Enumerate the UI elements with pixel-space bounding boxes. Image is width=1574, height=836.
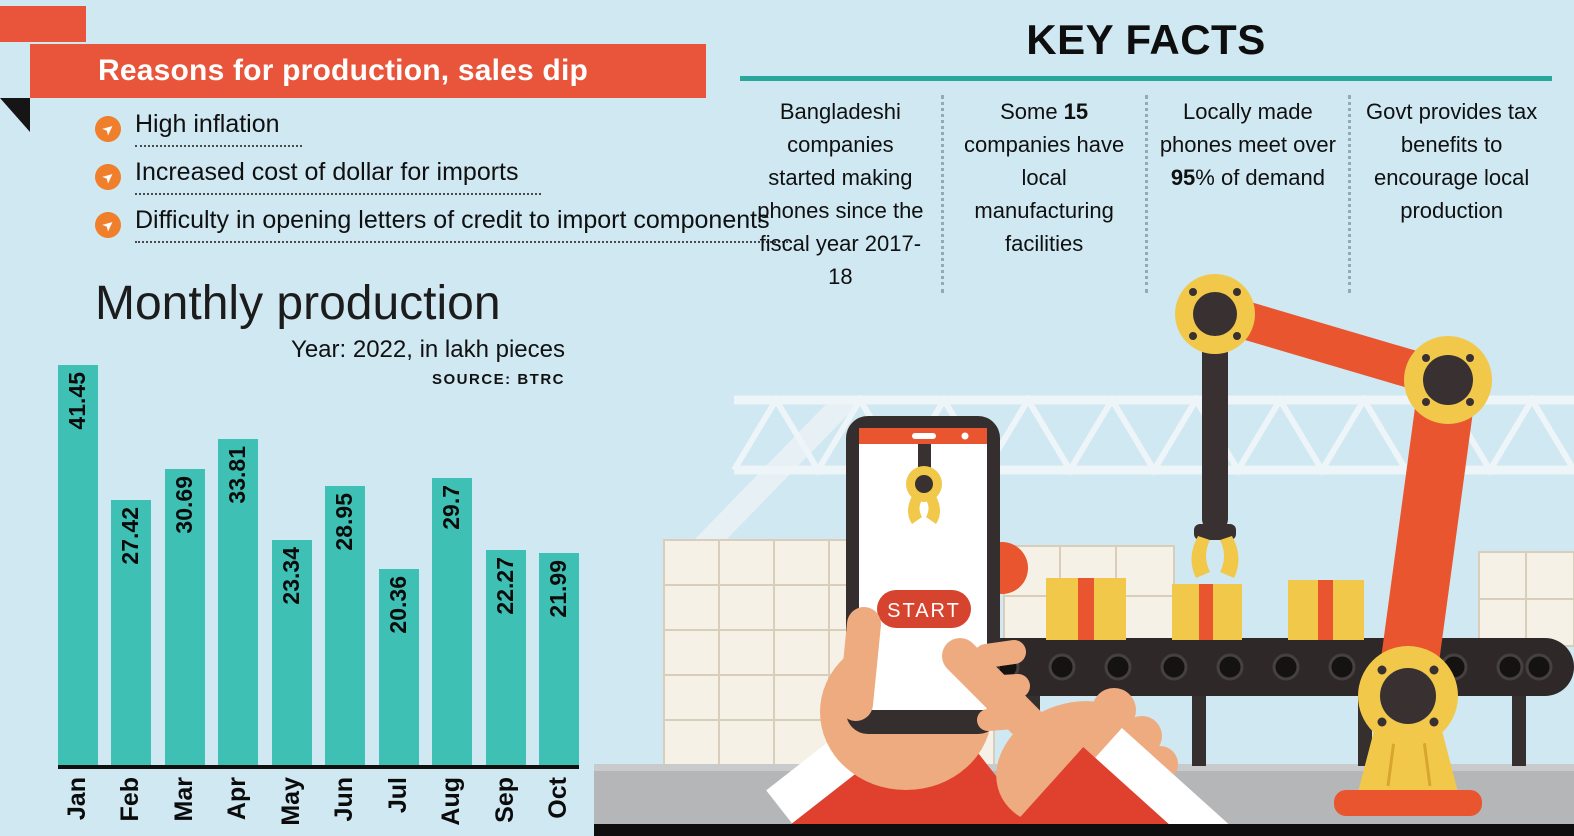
bar-col-sep: 22.27 Sep	[485, 363, 526, 823]
bar-label: Apr	[223, 777, 252, 821]
bar-apr: 33.81	[218, 439, 259, 765]
bottom-bar	[594, 824, 1574, 836]
bar-col-mar: 30.69 Mar	[164, 363, 205, 821]
start-button-label: START	[887, 600, 961, 622]
bar-jan: 41.45	[58, 365, 98, 765]
bar-aug: 29.7	[432, 478, 473, 765]
conveyor-boxes	[1046, 578, 1364, 640]
bar-value: 23.34	[277, 547, 304, 605]
bar-value: 22.27	[491, 557, 518, 615]
bar-oct: 21.99	[538, 553, 579, 765]
bar-label: Jun	[330, 777, 359, 822]
key-fact-item: Some 15 companies have local manufacturi…	[940, 95, 1145, 293]
bar-label: Mar	[169, 777, 198, 822]
list-item: ➤ Increased cost of dollar for imports	[89, 158, 792, 195]
bar-value: 41.45	[64, 372, 90, 430]
bar-label: Feb	[116, 777, 145, 822]
arrow-icon: ➤	[89, 158, 127, 195]
reasons-banner-title: Reasons for production, sales dip	[98, 54, 589, 87]
bar-label: Oct	[543, 777, 572, 819]
bar-value: 27.42	[117, 507, 144, 565]
bar-sep: 22.27	[485, 550, 526, 765]
fact-text: Some	[1000, 99, 1064, 124]
fact-bold: 95	[1170, 165, 1196, 190]
key-facts-section: KEY FACTS Bangladeshi companies started …	[740, 16, 1552, 293]
bar-label: Sep	[490, 777, 519, 823]
bar-col-jun: 28.95 Jun	[325, 363, 366, 821]
reasons-list: ➤ High inflation ➤ Increased cost of dol…	[89, 110, 792, 254]
hand-right	[942, 638, 1232, 836]
bar-jul: 20.36	[378, 569, 419, 765]
banner-fold-triangle	[0, 98, 30, 132]
key-fact-item: Locally made phones meet over 95% of dem…	[1144, 95, 1349, 293]
robot-arm-claw	[1191, 312, 1239, 578]
key-facts-divider	[740, 76, 1552, 81]
bar-value: 33.81	[224, 446, 251, 504]
bar-col-aug: 29.7 Aug	[432, 363, 473, 826]
key-facts-row: Bangladeshi companies started making pho…	[740, 95, 1552, 293]
box-stack-right	[1478, 551, 1574, 647]
chart-source: SOURCE: BTRC	[432, 371, 565, 388]
bar-col-jan: 41.45 Jan	[58, 363, 98, 820]
bar-label: Jul	[383, 777, 412, 814]
bar-may: 23.34	[271, 540, 312, 765]
fact-text: % of demand	[1195, 165, 1325, 190]
bar-col-jul: 20.36 Jul	[378, 363, 419, 813]
monthly-production-bar-chart: 41.45 Jan 27.42 Feb 30.69 Mar 33.81 Apr 23.34 May…	[58, 363, 579, 826]
fact-text: Locally made phones meet over	[1159, 99, 1336, 157]
bar-mar: 30.69	[164, 469, 205, 765]
bar-feb: 27.42	[111, 500, 152, 765]
arrow-icon: ➤	[89, 206, 127, 243]
factory-illustration: START	[594, 274, 1574, 836]
reason-label: High inflation	[135, 110, 302, 147]
fact-text: companies have local manufacturing facil…	[964, 132, 1125, 256]
reason-label: Increased cost of dollar for imports	[135, 158, 541, 195]
banner-corner-tab	[0, 6, 86, 42]
reasons-banner: Reasons for production, sales dip	[30, 44, 706, 98]
reason-label: Difficulty in opening letters of credit …	[135, 206, 792, 243]
bar-value: 20.36	[384, 576, 411, 634]
bar-jun: 28.95	[325, 486, 366, 765]
fact-text: Govt provides tax benefits to encourage …	[1366, 99, 1538, 223]
key-facts-title: KEY FACTS	[1026, 16, 1266, 63]
arrow-icon: ➤	[89, 110, 127, 147]
bar-value: 21.99	[544, 560, 571, 618]
chart-title: Monthly production	[95, 277, 501, 330]
bar-value: 30.69	[170, 476, 197, 534]
key-fact-item: Bangladeshi companies started making pho…	[740, 95, 941, 293]
bar-label: Jan	[63, 777, 91, 821]
robot-arm-orange	[1175, 274, 1492, 816]
bar-col-oct: 21.99 Oct	[538, 363, 579, 819]
chart-subtitle: Year: 2022, in lakh pieces	[291, 336, 565, 363]
bar-col-apr: 33.81 Apr	[218, 363, 259, 820]
bar-value: 28.95	[331, 493, 358, 551]
bar-label: May	[276, 777, 305, 826]
chart-subtitle-block: Year: 2022, in lakh pieces SOURCE: BTRC	[95, 336, 565, 388]
bar-value: 29.7	[438, 485, 465, 530]
list-item: ➤ Difficulty in opening letters of credi…	[89, 206, 792, 243]
bar-label: Aug	[437, 777, 466, 826]
bar-col-feb: 27.42 Feb	[111, 363, 152, 821]
fact-text: Bangladeshi companies started making pho…	[757, 99, 924, 289]
bar-col-may: 23.34 May	[271, 363, 312, 826]
list-item: ➤ High inflation	[89, 110, 792, 147]
key-fact-item: Govt provides tax benefits to encourage …	[1348, 95, 1552, 293]
fact-bold: 15	[1063, 99, 1089, 124]
start-button: START	[877, 590, 971, 628]
screen-claw-icon	[906, 444, 942, 524]
